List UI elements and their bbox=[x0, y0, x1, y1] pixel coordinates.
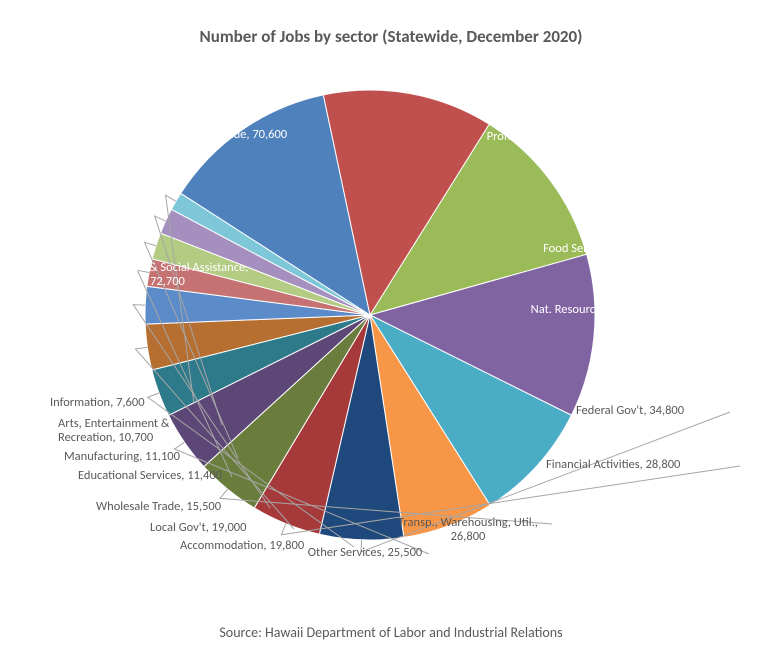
slice-label: Health Care & Social Assistance, 72,700 bbox=[85, 261, 250, 290]
slice-label: Transp., Warehousing, Util., 26,800 bbox=[388, 516, 548, 545]
slice-label: Food Services & Drinking Places, 50,200 bbox=[530, 242, 720, 271]
slice-label: State Gov't, 68,000 bbox=[344, 72, 474, 86]
slice-label: Professional & Business Services, 67,600 bbox=[480, 130, 660, 159]
slice-label: Accommodation, 19,800 bbox=[180, 539, 350, 553]
slice-label: Financial Activities, 28,800 bbox=[546, 458, 736, 472]
slice-label: Information, 7,600 bbox=[50, 396, 190, 410]
pie-chart bbox=[0, 0, 782, 663]
slice-label: Wholesale Trade, 15,500 bbox=[96, 500, 266, 514]
slice-label: Arts, Entertainment & Recreation, 10,700 bbox=[58, 417, 218, 446]
source-text: Source: Hawaii Department of Labor and I… bbox=[0, 624, 782, 641]
slice-label: Educational Services, 11,400 bbox=[78, 469, 228, 483]
slice-label: Nat. Resources, Mining, Constr., 37,900 bbox=[530, 303, 730, 317]
slice-label: Local Gov't, 19,000 bbox=[150, 521, 290, 535]
slice-label: Federal Gov't, 34,800 bbox=[576, 404, 726, 418]
slice-label: Retail Trade, 70,600 bbox=[162, 128, 312, 142]
slice-label: Manufacturing, 11,100 bbox=[64, 450, 234, 464]
